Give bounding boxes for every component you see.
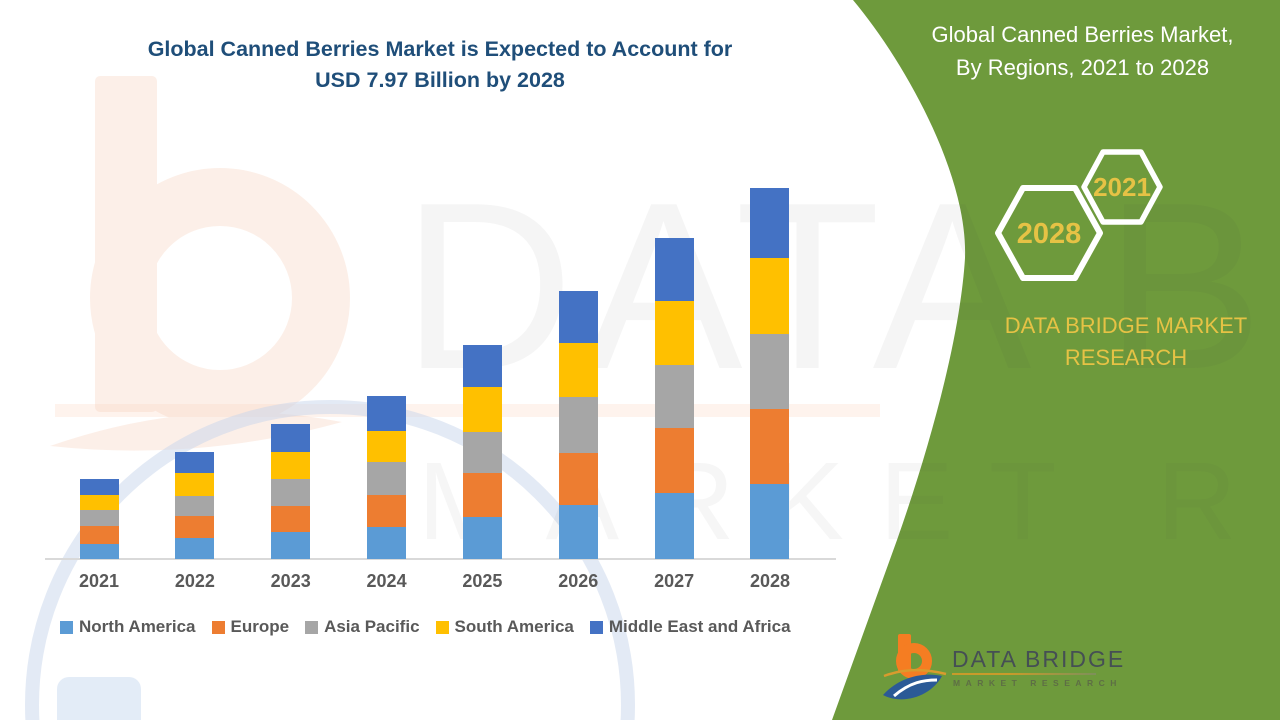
bar-segment-south-america <box>271 451 311 479</box>
legend-item-europe: Europe <box>211 617 290 637</box>
legend-item-middle-east-and-africa: Middle East and Africa <box>589 617 791 637</box>
bar-segment-europe <box>271 505 311 532</box>
x-axis-label-2023: 2023 <box>270 571 311 591</box>
x-axis-label-2028: 2028 <box>749 571 790 591</box>
bar-segment-europe <box>175 516 215 538</box>
legend-marker <box>435 620 449 634</box>
chart-title-line2: USD 7.97 Billion by 2028 <box>315 68 565 92</box>
stacked-bar-2021 <box>79 479 119 559</box>
x-axis-label-2021: 2021 <box>78 571 120 591</box>
stacked-bar-2023 <box>271 423 311 559</box>
legend-label: South America <box>454 617 574 636</box>
legend-marker <box>60 620 73 634</box>
bar-segment-north-america <box>79 544 119 559</box>
bar-segment-north-america <box>367 526 407 559</box>
logo-rule <box>952 673 1096 675</box>
watermark-data-bridge: DATA BRIDGE <box>402 154 1280 419</box>
bar-segment-middle-east-and-africa <box>175 452 215 474</box>
legend-item-asia-pacific: Asia Pacific <box>305 617 420 637</box>
bar-segment-north-america <box>271 532 311 559</box>
x-axis-label-2025: 2025 <box>462 571 503 591</box>
bar-segment-europe <box>79 525 119 545</box>
stacked-bar-2022 <box>175 452 215 559</box>
legend-label: Middle East and Africa <box>608 617 791 636</box>
bar-segment-middle-east-and-africa <box>367 396 407 432</box>
chart-legend: North America Europe Asia Pacific South Ame… <box>60 617 791 637</box>
legend-label: Europe <box>230 617 290 636</box>
legend-item-north-america: North America <box>60 617 196 637</box>
x-axis-label-2026: 2026 <box>558 571 599 591</box>
logo-name: DATA BRIDGE <box>952 646 1126 672</box>
bar-segment-asia-pacific <box>271 478 311 506</box>
legend-item-south-america: South America <box>435 617 574 637</box>
data-bridge-logo-icon <box>883 634 947 700</box>
bar-segment-south-america <box>175 473 215 497</box>
legend-marker <box>211 620 225 634</box>
bar-segment-asia-pacific <box>367 462 407 495</box>
bar-segment-middle-east-and-africa <box>79 479 119 496</box>
data-bridge-logo: DATA BRIDGE MARKET RESEARCH <box>880 630 1140 720</box>
bar-segment-asia-pacific <box>79 510 119 526</box>
bar-segment-asia-pacific <box>175 496 215 517</box>
legend-marker <box>305 620 319 634</box>
panel-heading-line1: Global Canned Berries Market, <box>931 22 1234 47</box>
logo-subtitle: MARKET RESEARCH <box>953 678 1122 688</box>
x-axis-label-2022: 2022 <box>174 571 215 591</box>
brand-text-line2: RESEARCH <box>1064 345 1188 370</box>
bar-segment-north-america <box>175 538 215 559</box>
legend-label: North America <box>79 617 196 636</box>
brand-text-line1: DATA BRIDGE MARKET <box>1004 313 1248 338</box>
brand-text: DATA BRIDGE MARKET RESEARCH <box>965 310 1280 374</box>
panel-heading-line2: By Regions, 2021 to 2028 <box>955 55 1210 80</box>
bar-segment-south-america <box>367 431 407 463</box>
legend-label: Asia Pacific <box>324 617 420 636</box>
panel-heading: Global Canned Berries Market, By Regions… <box>890 18 1275 84</box>
watermark-market-research: MARKET RESEARCH <box>418 440 1280 563</box>
bar-segment-middle-east-and-africa <box>271 423 311 452</box>
bar-segment-south-america <box>79 495 119 511</box>
chart-title-line1: Global Canned Berries Market is Expected… <box>147 37 733 61</box>
legend-marker <box>589 620 603 634</box>
bar-segment-europe <box>367 494 407 527</box>
stacked-bar-2024 <box>367 396 407 559</box>
x-axis-label-2024: 2024 <box>366 571 407 591</box>
chart-title: Global Canned Berries Market is Expected… <box>40 34 840 96</box>
x-axis-label-2027: 2027 <box>654 571 695 591</box>
